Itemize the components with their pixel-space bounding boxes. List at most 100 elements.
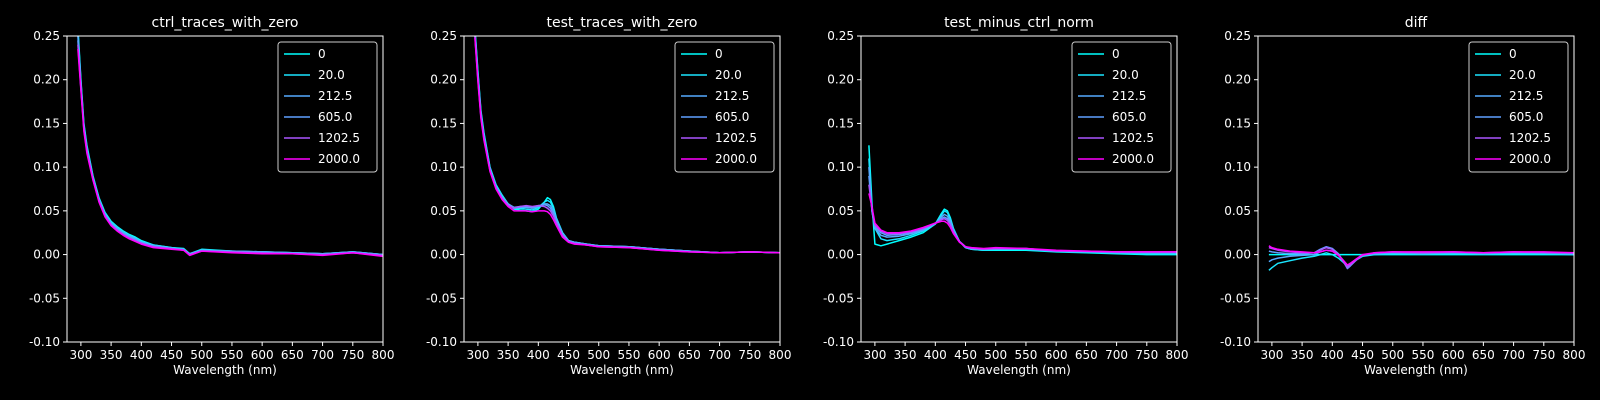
y-tick-label: -0.05 [426,291,457,305]
legend-label: 20.0 [1112,68,1139,82]
legend-label: 1202.5 [715,131,757,145]
x-tick-label: 300 [69,348,92,362]
x-tick-label: 600 [648,348,671,362]
series-line-2000.0 [77,49,383,258]
series-line-1202.5 [868,184,1177,253]
x-tick-label: 800 [1166,348,1189,362]
x-tick-label: 450 [954,348,977,362]
legend-label: 605.0 [318,110,352,124]
y-tick-label: -0.10 [1220,335,1251,349]
x-tick-label: 550 [1411,348,1434,362]
x-tick-label: 600 [1442,348,1465,362]
x-tick-label: 400 [527,348,550,362]
y-tick-label: -0.10 [426,335,457,349]
legend-label: 2000.0 [1112,152,1154,166]
x-tick-label: 350 [1291,348,1314,362]
series-lines [868,145,1177,256]
y-tick-label: 0.05 [1224,204,1251,218]
x-tick-label: 650 [1075,348,1098,362]
y-tick-label: 0.00 [430,248,457,262]
legend-label: 2000.0 [715,152,757,166]
y-tick-label: 0.00 [1224,248,1251,262]
legend-label: 2000.0 [1509,152,1551,166]
chart-title: ctrl_traces_with_zero [152,15,299,31]
legend-label: 0 [715,47,723,61]
x-tick-label: 650 [678,348,701,362]
legend-label: 2000.0 [318,152,360,166]
legend: 0 20.0 212.5 605.0 1202.5 2000.0 [1071,41,1172,173]
y-tick-label: 0.10 [1224,160,1251,174]
axes-frame [860,35,1178,343]
legend-label: 212.5 [318,89,352,103]
y-tick-label: -0.05 [1220,291,1251,305]
legend-label: 20.0 [715,68,742,82]
y-tick-label: 0.05 [827,204,854,218]
legend-label: 212.5 [1509,89,1543,103]
legend-label: 605.0 [1509,110,1543,124]
legend: 0 20.0 212.5 605.0 1202.5 2000.0 [277,41,378,173]
y-tick-label: 0.10 [827,160,854,174]
x-tick-label: 400 [924,348,947,362]
axes-frame [1257,35,1575,343]
legend-label: 1202.5 [318,131,360,145]
x-axis-label: Wavelength (nm) [173,363,277,377]
y-tick-label: 0.05 [33,204,60,218]
y-tick-label: -0.10 [29,335,60,349]
x-tick-label: 600 [1045,348,1068,362]
chart-panel-3: 300 350 400 450 500 550 600 650 700 750 800 -0.10 -0… [823,15,1189,377]
x-tick-label: 700 [1502,348,1525,362]
x-tick-label: 450 [557,348,580,362]
x-tick-label: 750 [341,348,364,362]
chart-panel-2: 300 350 400 450 500 550 600 650 700 750 800 -0.10 -0… [426,15,792,377]
legend-label: 212.5 [715,89,749,103]
y-tick-label: -0.10 [823,335,854,349]
x-tick-label: 300 [1260,348,1283,362]
series-lines [77,36,383,258]
x-tick-label: 450 [1351,348,1374,362]
x-tick-label: 500 [587,348,610,362]
x-tick-label: 450 [160,348,183,362]
legend-label: 1202.5 [1112,131,1154,145]
x-tick-label: 800 [1563,348,1586,362]
legend-label: 20.0 [1509,68,1536,82]
axes-frame [463,35,781,343]
series-lines [474,36,780,254]
x-tick-label: 650 [281,348,304,362]
legend-label: 605.0 [715,110,749,124]
x-tick-label: 550 [1014,348,1037,362]
chart-panel-1: 300 350 400 450 500 550 600 650 700 750 800 -0.10 -0… [29,15,395,377]
x-tick-label: 550 [617,348,640,362]
x-axis-label: Wavelength (nm) [1364,363,1468,377]
x-tick-label: 400 [1321,348,1344,362]
x-tick-label: 300 [863,348,886,362]
x-tick-label: 750 [1532,348,1555,362]
legend-label: 0 [318,47,326,61]
x-tick-label: 700 [311,348,334,362]
y-tick-label: 0.25 [430,29,457,43]
legend-label: 0 [1509,47,1517,61]
y-tick-label: 0.00 [827,248,854,262]
x-tick-label: 700 [1105,348,1128,362]
y-tick-label: -0.05 [823,291,854,305]
y-tick-label: 0.25 [33,29,60,43]
y-tick-label: 0.15 [1224,116,1251,130]
chart-title: diff [1405,15,1428,31]
x-tick-label: 800 [372,348,395,362]
y-tick-label: 0.15 [430,116,457,130]
chart-panel-4: 300 350 400 450 500 550 600 650 700 750 800 -0.10 -0… [1220,15,1586,377]
y-tick-label: 0.25 [1224,29,1251,43]
y-tick-label: 0.00 [33,248,60,262]
x-tick-label: 700 [708,348,731,362]
y-tick-label: 0.20 [827,73,854,87]
x-tick-label: 500 [1381,348,1404,362]
chart-title: test_traces_with_zero [547,15,698,31]
y-tick-label: 0.05 [430,204,457,218]
y-tick-label: 0.10 [33,160,60,174]
x-tick-label: 550 [220,348,243,362]
legend-label: 0 [1112,47,1120,61]
series-line-2000.0 [1268,245,1574,266]
legend-label: 20.0 [318,68,345,82]
x-tick-label: 800 [769,348,792,362]
